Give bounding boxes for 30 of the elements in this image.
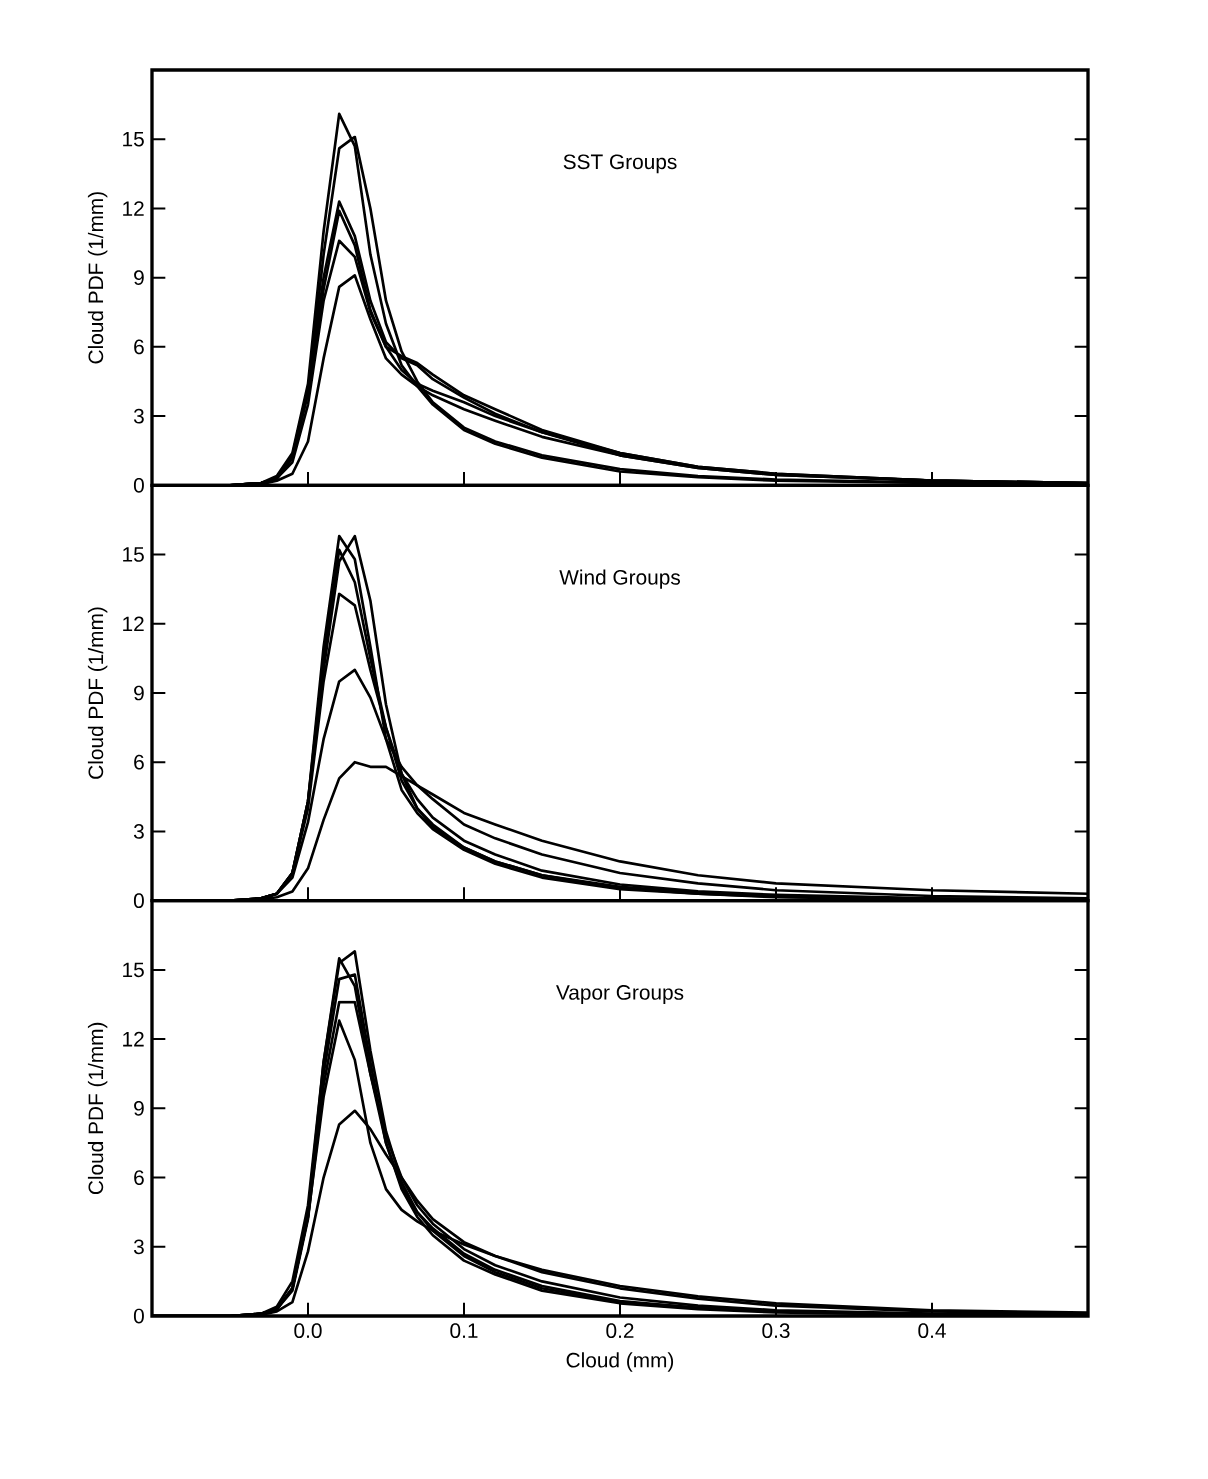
x-tick-label: 0.2 <box>606 1323 634 1339</box>
y-tick-label: 6 <box>134 754 144 770</box>
x-axis-title: Cloud (mm) <box>566 1352 674 1372</box>
y-tick-label: 0 <box>133 1308 144 1324</box>
x-tick-label: 0.3 <box>762 1323 790 1339</box>
y-tick-label: 12 <box>123 1031 144 1047</box>
y-tick-label: 3 <box>133 824 144 839</box>
y-tick-label: 15 <box>123 131 144 147</box>
y-tick-label: 12 <box>123 201 144 216</box>
y-tick-label: 3 <box>133 408 144 424</box>
y-tick-label: 12 <box>123 616 144 632</box>
y-tick-label: 15 <box>123 547 144 562</box>
y-axis-title: Cloud PDF (1/mm) <box>87 1022 108 1195</box>
y-tick-label: 6 <box>134 1170 144 1185</box>
text: Vapor Groups <box>556 985 684 1004</box>
x-tick-label: 0.0 <box>294 1323 322 1339</box>
x-tick-label: 0.4 <box>918 1323 946 1339</box>
x-tick-label: 0.1 <box>450 1323 478 1339</box>
y-tick-label: 0 <box>133 893 144 909</box>
y-tick-label: 3 <box>133 1239 144 1255</box>
y-axis-title: Cloud PDF (1/mm) <box>87 192 108 364</box>
y-axis-title: Cloud PDF (1/mm) <box>87 607 108 779</box>
y-tick-label: 15 <box>123 962 144 978</box>
y-tick-label: 9 <box>134 270 144 286</box>
y-tick-label: 0 <box>133 477 144 493</box>
text: Wind Groups <box>559 569 681 589</box>
text: SST Groups <box>563 154 677 174</box>
y-tick-label: 9 <box>134 685 144 701</box>
y-tick-label: 6 <box>134 339 144 355</box>
y-tick-label: 9 <box>134 1100 144 1116</box>
